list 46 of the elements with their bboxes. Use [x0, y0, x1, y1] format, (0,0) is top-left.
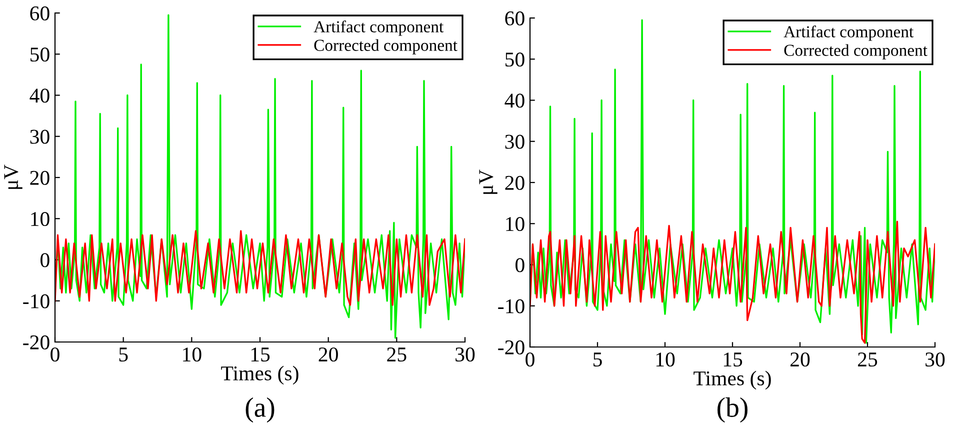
- x-axis-title: Times (s): [694, 370, 771, 390]
- x-tick-label: 5: [119, 348, 128, 362]
- line-series: [530, 19, 935, 344]
- x-tick-label: 20: [318, 347, 338, 362]
- y-tick-label: 50: [30, 48, 50, 62]
- y-tick-label: 60: [30, 6, 50, 20]
- line-series: [530, 220, 935, 344]
- legend-label: Corrected component: [784, 44, 928, 60]
- legend-label: Artifact component: [784, 26, 914, 41]
- y-tick-label: 50: [506, 52, 524, 67]
- y-tick-label: 10: [31, 212, 50, 226]
- line-series: [55, 230, 465, 306]
- x-axis-title: Times (s): [221, 366, 298, 385]
- y-axis-title: μV: [4, 164, 22, 189]
- text: (a): [246, 397, 274, 423]
- y-tick-label: -20: [23, 335, 50, 350]
- y-tick-label: -10: [23, 294, 50, 308]
- y-tick-label: 20: [30, 170, 50, 185]
- y-tick-label: -10: [498, 299, 524, 314]
- y-tick-label: 20: [505, 176, 524, 190]
- y-tick-label: 30: [30, 130, 50, 144]
- y-tick-label: 0: [516, 258, 524, 272]
- y-axis-title: μV: [479, 170, 498, 194]
- y-tick-label: 40: [504, 94, 524, 108]
- x-tick-label: 10: [183, 347, 202, 362]
- x-tick-label: 20: [790, 352, 810, 367]
- x-tick-label: 30: [926, 352, 945, 367]
- x-tick-label: 15: [251, 348, 270, 362]
- y-tick-label: 30: [505, 134, 524, 149]
- y-tick-label: 60: [505, 11, 524, 26]
- y-tick-label: 40: [30, 88, 50, 103]
- line-series: [55, 14, 465, 339]
- x-tick-label: 25: [858, 352, 878, 367]
- y-tick-label: 0: [40, 253, 50, 268]
- y-tick-label: 10: [506, 217, 524, 232]
- x-tick-label: 30: [456, 347, 475, 362]
- x-tick-label: 0: [526, 352, 534, 367]
- x-tick-label: 5: [594, 352, 602, 367]
- legend-label: Corrected component: [314, 39, 458, 54]
- x-tick-label: 25: [387, 348, 406, 362]
- text: (b): [718, 397, 748, 423]
- y-tick-label: -20: [498, 340, 524, 354]
- legend-label: Artifact component: [314, 20, 444, 36]
- x-tick-label: 10: [656, 352, 675, 367]
- x-tick-label: 15: [724, 352, 742, 367]
- x-tick-label: 0: [50, 347, 60, 362]
